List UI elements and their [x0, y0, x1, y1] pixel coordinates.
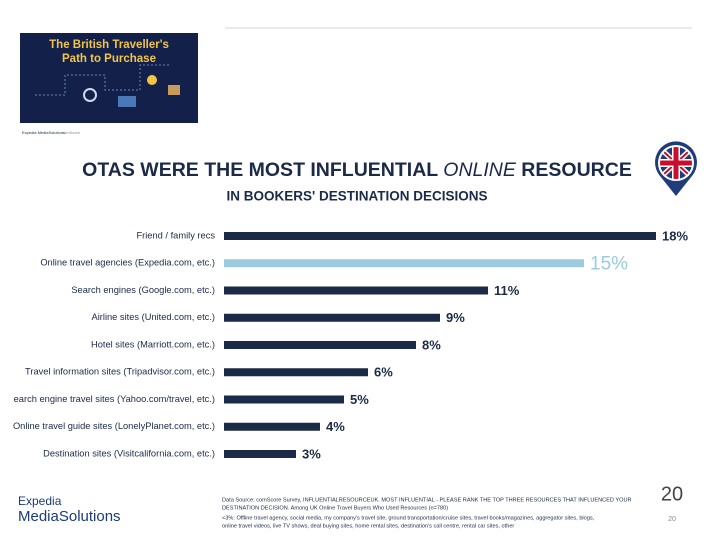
category-label: Travel information sites (Tripadvisor.co… — [25, 367, 215, 377]
category-label: Destination sites (Visitcalifornia.com, … — [43, 448, 215, 458]
value-label: 8% — [422, 337, 441, 352]
value-label: 4% — [326, 419, 345, 434]
flag-ring — [658, 145, 694, 181]
category-label: Online travel guide sites (LonelyPlanet.… — [13, 421, 215, 431]
bar — [224, 395, 344, 404]
value-label: 6% — [374, 365, 393, 380]
chart-title: OTAS WERE THE MOST INFLUENTIAL ONLINE RE… — [82, 159, 632, 181]
bar — [224, 422, 320, 431]
bar — [224, 232, 656, 240]
category-label: Airline sites (United.com, etc.) — [92, 312, 215, 322]
logo: MediaSolutions — [18, 508, 121, 525]
bar — [224, 368, 368, 377]
value-label: 5% — [350, 392, 369, 407]
category-label: earch engine travel sites (Yahoo.com/tra… — [14, 394, 215, 404]
bar — [224, 313, 440, 322]
thumbnail-logo: comScore — [62, 130, 81, 135]
title-part: ONLINE — [443, 159, 517, 181]
flag-cross — [659, 146, 693, 180]
thumbnail-icon — [83, 88, 97, 102]
value-label: 9% — [446, 310, 465, 325]
thumbnail-logo: Expedia MediaSolutions — [22, 130, 65, 135]
footer-note: <3%: Offline travel agency, social media… — [222, 515, 595, 521]
bar — [224, 286, 488, 295]
category-label: Search engines (Google.com, etc.) — [71, 285, 215, 295]
logo: Expedia — [18, 494, 62, 508]
thumbnail-icon — [147, 75, 157, 85]
thumbnail-bg — [20, 33, 198, 123]
bar — [224, 450, 296, 458]
bar — [224, 259, 584, 268]
page-number-small: 20 — [668, 516, 676, 523]
footer-note: DESTINATION DECISION. Among UK Online Tr… — [222, 505, 448, 511]
thumbnail-path — [35, 64, 170, 96]
thumbnail-title: Path to Purchase — [62, 53, 156, 65]
footer-note: online travel videos, live TV shows, dea… — [222, 523, 514, 529]
value-label: 15% — [590, 253, 628, 274]
thumbnail-title: The British Traveller's — [49, 39, 169, 51]
thumbnail: The British Traveller's Path to Purchase… — [20, 33, 198, 135]
title-part: OTAS WERE THE MOST INFLUENTIAL — [82, 159, 443, 181]
page-number: 20 — [661, 483, 683, 505]
title-part: RESOURCE — [516, 159, 632, 181]
chart-subtitle: IN BOOKERS' DESTINATION DECISIONS — [227, 189, 488, 204]
category-label: Hotel sites (Marriott.com, etc.) — [91, 339, 215, 349]
footer-note: Data Source: comScore Survey, INFLUENTIA… — [222, 497, 632, 503]
bar-chart: Friend / family recs 18% Online travel age… — [13, 228, 689, 461]
value-label: 18% — [662, 228, 688, 243]
value-label: 11% — [494, 283, 520, 298]
bar — [224, 341, 416, 349]
category-label: Online travel agencies (Expedia.com, etc… — [40, 258, 215, 268]
value-label: 3% — [302, 446, 321, 461]
uk-flag-pin — [655, 141, 697, 196]
category-label: Friend / family recs — [136, 230, 215, 240]
thumbnail-icon — [168, 85, 180, 95]
thumbnail-icon — [118, 96, 136, 107]
